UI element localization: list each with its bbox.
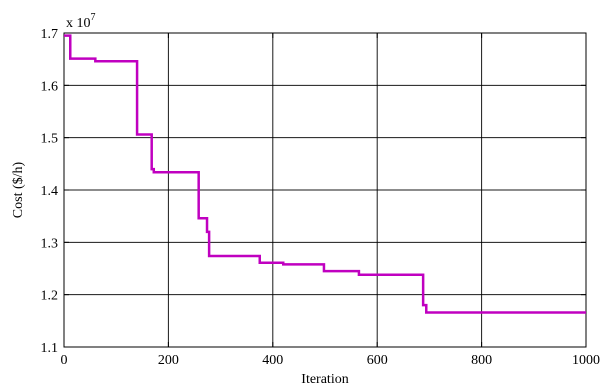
y-tick-label: 1.7 <box>41 27 59 42</box>
y-multiplier-label: x 107 <box>66 12 96 31</box>
axis-ticks <box>63 32 587 348</box>
y-axis-label: Cost ($/h) <box>11 161 26 218</box>
series-line-cost <box>64 34 586 314</box>
x-tick-label: 0 <box>61 353 68 368</box>
x-tick-label: 200 <box>158 353 179 368</box>
x-tick-label: 1000 <box>572 353 600 368</box>
y-tick-label: 1.4 <box>41 184 59 199</box>
y-multiplier-exponent: 7 <box>91 12 96 23</box>
x-tick-label: 600 <box>367 353 388 368</box>
y-tick-label: 1.2 <box>41 289 59 304</box>
y-tick-label: 1.5 <box>41 132 59 147</box>
grid-lines <box>64 33 586 347</box>
y-tick-label: 1.1 <box>41 341 59 356</box>
y-tick-label: 1.6 <box>41 79 59 94</box>
x-axis-label: Iteration <box>301 372 348 385</box>
x-tick-label: 400 <box>262 353 283 368</box>
y-tick-label: 1.3 <box>41 236 59 251</box>
x-tick-label: 800 <box>471 353 492 368</box>
